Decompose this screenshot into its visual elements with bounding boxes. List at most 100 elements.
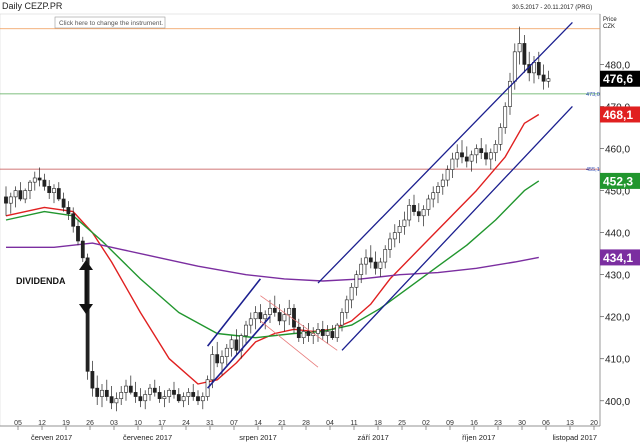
candle-body <box>364 257 368 265</box>
candle-body <box>412 204 416 212</box>
candle <box>340 308 344 332</box>
candle-body <box>320 329 325 336</box>
candle <box>148 383 152 401</box>
candle <box>368 245 373 269</box>
month-labels: červen 2017 červenec 2017 srpen 2017 září 2… <box>31 433 597 442</box>
candle <box>47 180 52 199</box>
candle <box>412 194 416 216</box>
badge-box <box>600 70 640 87</box>
candle-body <box>508 80 512 107</box>
candle-body <box>402 219 407 227</box>
candle <box>109 386 114 410</box>
value-badges: 476,6 468,1 452,3 434,1 <box>600 70 640 266</box>
candle-body <box>191 392 196 397</box>
candle <box>196 390 200 405</box>
candle <box>311 327 316 345</box>
x-tick-label: 05 <box>14 420 22 427</box>
candle <box>186 388 191 405</box>
candle-body <box>119 392 124 399</box>
badge-label: 434,1 <box>603 251 633 265</box>
candle <box>455 144 460 168</box>
x-tick-label: 16 <box>470 420 478 427</box>
candle <box>258 304 263 323</box>
horizontal-levels: 473,0 455,1 <box>0 28 600 173</box>
candle <box>383 245 388 269</box>
candle-body <box>296 326 301 339</box>
dividend-annotation: DIVIDENDA <box>16 276 66 286</box>
candle <box>431 186 436 208</box>
badge-label: 476,6 <box>603 72 633 86</box>
candle <box>364 249 368 275</box>
candle-body <box>325 331 330 336</box>
candle <box>61 192 66 212</box>
candle <box>359 257 364 284</box>
candle-body <box>85 257 90 372</box>
instrument-hint[interactable]: Click here to change the instrument. <box>54 16 166 29</box>
candle <box>440 173 445 195</box>
series-value-badge: 452,3 <box>600 172 640 189</box>
candle <box>469 150 474 172</box>
candle-body <box>378 261 383 269</box>
candle <box>436 182 440 204</box>
candle <box>8 192 13 214</box>
candle <box>210 346 215 389</box>
candle <box>498 123 503 151</box>
x-tick-label: 06 <box>542 420 550 427</box>
candle <box>157 386 162 403</box>
candle <box>176 388 181 403</box>
chart-title: Daily CEZP.PR <box>2 1 63 11</box>
candle-body <box>258 312 263 320</box>
candle-body <box>536 62 541 76</box>
badge-box <box>600 249 640 266</box>
candle-body <box>368 257 373 263</box>
candle <box>215 341 220 368</box>
candle-body <box>455 152 460 160</box>
candle-body <box>23 190 28 200</box>
badge-box <box>600 172 640 189</box>
month-label: říjen 2017 <box>462 433 495 442</box>
candle <box>239 333 244 359</box>
candle <box>18 182 23 202</box>
candle <box>508 72 512 115</box>
x-tick-label: 03 <box>110 420 118 427</box>
candle <box>244 320 248 345</box>
x-tick-label: 10 <box>134 420 142 427</box>
candle-body <box>532 62 536 74</box>
candle-body <box>8 196 13 204</box>
x-tick-label: 04 <box>326 420 334 427</box>
candle <box>335 323 340 342</box>
candle-body <box>272 307 277 313</box>
x-tick-label: 07 <box>230 420 238 427</box>
candle-body <box>522 43 527 65</box>
candle-body <box>37 177 42 181</box>
badge-label: 452,3 <box>603 174 633 188</box>
month-label: září 2017 <box>358 433 389 442</box>
x-tick-label: 23 <box>494 420 502 427</box>
candle-body <box>263 314 268 320</box>
candle <box>172 381 176 399</box>
candle <box>124 379 128 401</box>
candle-body <box>244 324 248 336</box>
candle <box>407 198 412 227</box>
x-tick-label: 25 <box>398 420 406 427</box>
x-tick-label: 11 <box>350 420 357 427</box>
candle <box>32 171 37 191</box>
candle <box>138 388 143 408</box>
candle <box>23 188 28 204</box>
candle <box>95 375 100 405</box>
candle <box>66 201 71 220</box>
candle-body <box>373 261 378 269</box>
candle-body <box>306 331 311 336</box>
candle <box>56 182 61 202</box>
candle <box>373 251 378 275</box>
candle-body <box>104 389 109 397</box>
candle-body <box>220 356 224 364</box>
candle-body <box>186 392 191 397</box>
candle-body <box>210 354 215 381</box>
x-tick-label: 31 <box>206 420 214 427</box>
candle-body <box>61 198 66 208</box>
candle-body <box>66 207 71 214</box>
candle-body <box>493 144 498 154</box>
channel-line <box>206 316 271 389</box>
